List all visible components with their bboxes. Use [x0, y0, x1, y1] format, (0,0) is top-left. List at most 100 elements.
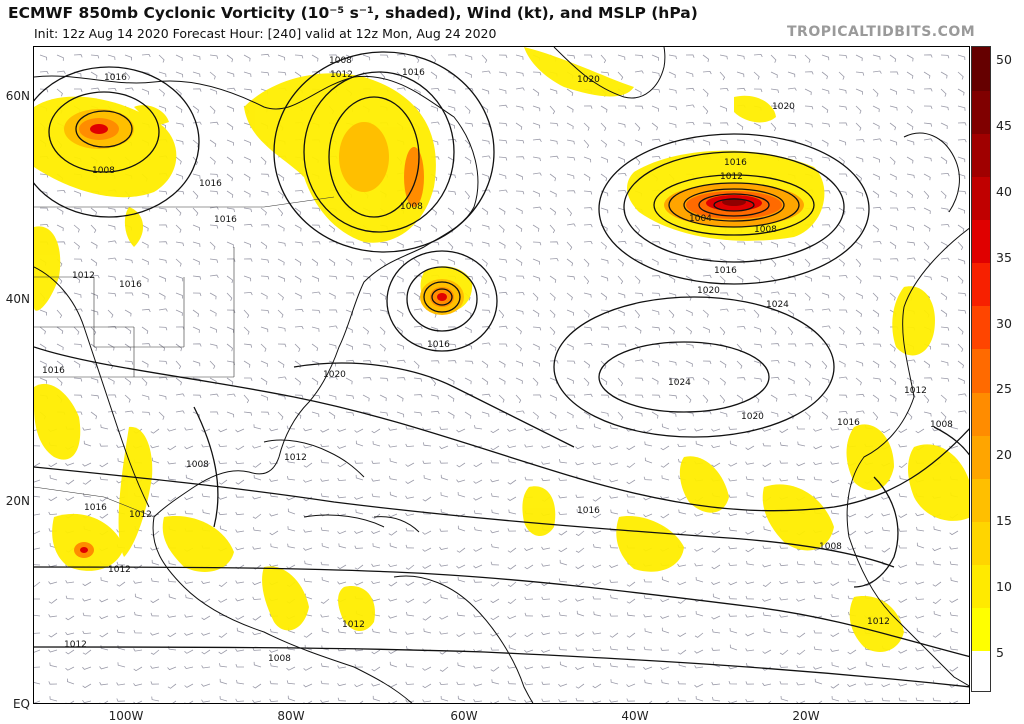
wind-barb	[643, 614, 653, 618]
wind-barb	[532, 71, 542, 76]
wind-barb	[158, 343, 166, 352]
wind-barb	[661, 475, 670, 481]
wind-barb	[107, 410, 117, 415]
wind-barb	[830, 427, 840, 431]
wind-barb	[201, 580, 211, 584]
wind-barb	[763, 526, 772, 532]
wind-barb	[668, 241, 676, 248]
wind-barb	[209, 224, 219, 229]
wind-barb	[549, 275, 557, 283]
wind-barb	[609, 579, 619, 583]
wind-barb	[201, 699, 211, 703]
wind-barb	[396, 377, 406, 381]
wind-barb	[277, 394, 286, 400]
wind-barb	[73, 207, 82, 212]
wind-barb	[524, 666, 534, 670]
wind-barb	[260, 275, 270, 280]
wind-barb	[243, 241, 251, 248]
wind-barb	[787, 343, 797, 347]
colorbar-segment	[972, 176, 990, 221]
wind-barb	[600, 173, 608, 182]
wind-barb	[192, 241, 201, 247]
wind-barb	[294, 377, 301, 386]
wind-barb	[133, 666, 143, 672]
wind-barb	[541, 681, 551, 685]
wind-barb	[813, 428, 823, 432]
wind-barb	[107, 87, 117, 92]
wind-barb	[746, 492, 755, 498]
colorbar-label: 10	[996, 579, 1012, 595]
wind-barb	[576, 610, 585, 617]
wind-barb	[141, 292, 150, 299]
wind-barb	[82, 462, 92, 467]
wind-barb	[413, 377, 423, 382]
wind-barb	[49, 475, 58, 481]
wind-barb	[90, 87, 100, 91]
wind-barb	[277, 376, 287, 380]
wind-barb	[745, 547, 755, 553]
wind-barb	[379, 309, 388, 315]
wind-barb	[320, 459, 330, 464]
wind-barb	[762, 649, 772, 654]
wind-barb	[872, 309, 880, 318]
wind-barb	[328, 309, 338, 313]
wind-barb	[804, 275, 812, 282]
wind-barb	[950, 577, 959, 583]
wind-barb	[235, 479, 245, 485]
wind-barb	[830, 632, 840, 637]
wind-barb	[898, 545, 907, 549]
wind-barb	[447, 394, 455, 402]
wind-barb	[73, 258, 83, 263]
colorbar-segment	[972, 90, 990, 135]
wind-barb	[260, 377, 268, 385]
wind-barb	[209, 258, 219, 263]
wind-barb	[813, 646, 823, 651]
wind-barb	[787, 309, 795, 318]
wind-barb	[753, 122, 761, 130]
wind-barb	[498, 224, 505, 233]
wind-barb	[643, 666, 653, 670]
wind-barb	[814, 560, 823, 566]
wind-barb	[932, 581, 942, 587]
wind-barb	[141, 308, 151, 313]
wind-barb	[702, 343, 712, 347]
wind-barb	[260, 156, 267, 165]
wind-barb	[838, 190, 847, 196]
wind-barb	[133, 544, 143, 549]
brand-watermark[interactable]: TROPICALTIDBITS.COM	[787, 24, 976, 40]
wind-barb	[226, 411, 235, 418]
wind-barb	[235, 648, 245, 652]
wind-barb	[192, 71, 201, 78]
wind-barb	[872, 173, 880, 180]
lon-label-40w: 40W	[621, 709, 649, 723]
wind-barb	[549, 360, 559, 364]
wind-barb	[915, 648, 925, 652]
wind-barb	[430, 360, 440, 364]
wind-barb	[498, 275, 507, 282]
wind-barb	[209, 190, 219, 195]
wind-barb	[644, 628, 653, 634]
wind-barb	[371, 478, 381, 482]
wind-barb	[90, 394, 100, 399]
wind-barb	[226, 87, 236, 91]
wind-barb	[864, 530, 874, 535]
wind-barb	[73, 326, 80, 335]
wind-barb	[405, 598, 415, 603]
wind-barb	[753, 275, 761, 283]
wind-barb	[626, 612, 636, 617]
wind-barb	[235, 494, 245, 498]
wind-barb	[499, 343, 508, 347]
wind-barb	[651, 155, 661, 160]
wind-barb	[872, 292, 879, 301]
wind-barb	[141, 53, 151, 58]
wind-barb	[610, 509, 619, 515]
wind-barb	[796, 649, 806, 655]
wind-barb	[651, 105, 659, 112]
wind-barb	[456, 462, 466, 468]
wind-barb	[770, 71, 778, 79]
wind-barb	[175, 71, 184, 78]
map-panel[interactable]: 1016 1008 1016 1008 1016 1012 1008 1020 …	[33, 46, 970, 704]
wind-barb	[821, 122, 830, 128]
wind-barb	[184, 614, 194, 618]
wind-barb	[592, 496, 602, 502]
